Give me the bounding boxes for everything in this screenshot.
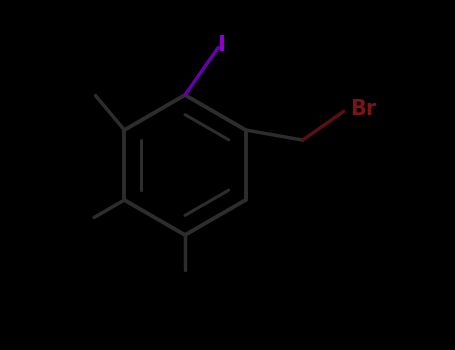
Text: Br: Br (350, 99, 376, 119)
Text: I: I (218, 35, 226, 56)
